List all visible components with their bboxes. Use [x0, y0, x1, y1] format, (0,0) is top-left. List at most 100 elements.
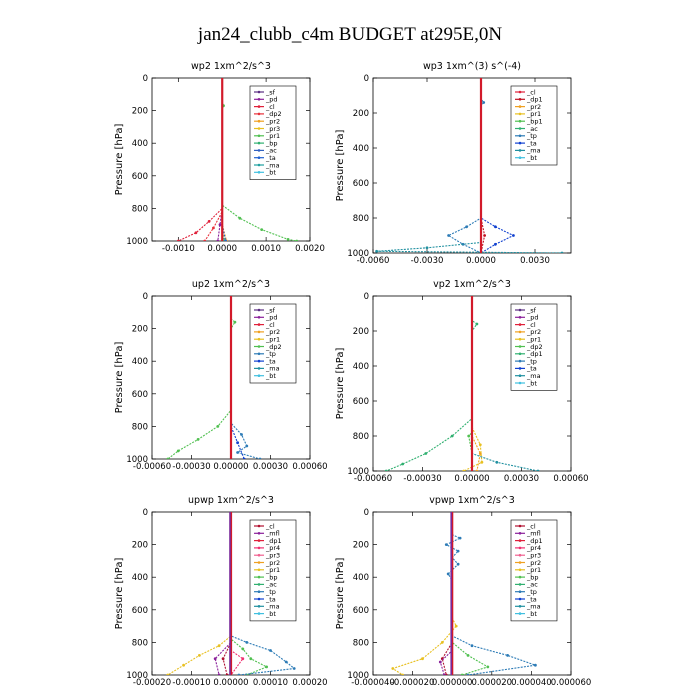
y-tick-label: 0 — [143, 74, 148, 84]
chart-panel-2: up2 1xm^2/s^3 Pressure [hPa] 0 200 400 600 800… — [114, 279, 328, 472]
x-tick-label: -0.00020 — [133, 678, 171, 688]
legend: _cl_dp1_pr2_pr1_bp1_ac_tp_ta_ma_bt — [510, 85, 558, 166]
legend-marker — [257, 374, 261, 378]
legend-label: _bt — [526, 154, 537, 162]
series-group — [391, 512, 537, 675]
legend-label: _pr2 — [265, 328, 280, 336]
series-group — [375, 78, 564, 253]
chart-panel-0: wp2 1xm^2/s^3 Pressure [hPa] 0 200 400 600 800… — [114, 61, 325, 254]
x-tick-label: 0.00000 — [454, 474, 489, 484]
legend-marker — [518, 381, 522, 385]
x-tick-label: 0.000040 — [511, 678, 552, 688]
series-marker-bp — [265, 665, 268, 669]
legend-label: _pr1 — [265, 132, 280, 140]
x-tick-label: -0.00010 — [172, 678, 210, 688]
series-marker-tp — [237, 673, 241, 675]
y-tick-label: 600 — [132, 390, 148, 400]
series-group — [166, 296, 262, 459]
legend-marker — [518, 597, 522, 601]
y-tick-label: 800 — [353, 432, 369, 442]
series-marker-tp — [446, 572, 450, 576]
legend-label: _pr4 — [526, 544, 541, 552]
y-tick-label: 600 — [132, 172, 148, 182]
y-tick-label: 400 — [132, 139, 148, 149]
series-marker-dp2 — [233, 320, 237, 324]
legend-marker — [518, 575, 522, 579]
series-marker-pr4 — [241, 657, 245, 661]
y-tick-label: 1000 — [347, 467, 369, 477]
series-marker-ma — [425, 246, 429, 250]
legend-label: _bt — [526, 610, 537, 618]
series-marker-dp2 — [203, 239, 207, 241]
series-marker-dp2 — [176, 449, 180, 453]
legend-marker — [518, 590, 522, 593]
y-tick-label: 600 — [353, 397, 369, 407]
y-tick-label: 200 — [353, 109, 369, 119]
legend-label: _pd — [526, 314, 539, 322]
x-tick-label: -0.00030 — [172, 462, 210, 472]
series-marker-ta — [242, 457, 246, 459]
series-marker-bp — [486, 665, 490, 669]
series-marker-tp — [470, 644, 474, 648]
series-marker-tp — [245, 641, 249, 644]
legend-marker — [257, 568, 261, 572]
legend-label: _tp — [526, 357, 537, 365]
legend-marker — [257, 141, 261, 145]
legend-marker — [257, 367, 261, 370]
legend-marker — [518, 149, 522, 152]
y-tick-label: 0 — [143, 292, 148, 302]
legend-label: _dp1 — [526, 96, 543, 104]
y-tick-label: 400 — [353, 144, 369, 154]
legend-marker — [257, 590, 261, 593]
series-marker-pr1 — [462, 469, 466, 471]
legend-label: _dp1 — [526, 537, 543, 545]
legend-marker — [257, 352, 261, 356]
legend-label: _ma — [526, 147, 541, 155]
panel-title: wp3 1xm^(3) s^(-4) — [423, 61, 521, 72]
legend-label: _pr2 — [526, 559, 541, 567]
y-axis-label: Pressure [hPa] — [335, 558, 346, 630]
x-tick-label: 0.0000 — [207, 244, 237, 254]
series-marker-mfl — [213, 657, 217, 661]
series-marker-cl — [221, 657, 225, 661]
legend-marker — [518, 546, 522, 550]
series-marker-pr1 — [260, 228, 264, 232]
legend-marker — [518, 539, 522, 542]
x-tick-label: 0.00000 — [213, 462, 248, 472]
legend-marker — [518, 374, 522, 378]
x-tick-label: -0.00030 — [403, 474, 441, 484]
series-group — [384, 296, 540, 471]
series-marker-tp — [466, 673, 470, 675]
legend-label: _cl — [265, 321, 275, 329]
series-marker-tp — [447, 234, 450, 237]
series-marker-pr1 — [217, 644, 221, 648]
x-tick-label: -0.00060 — [354, 474, 392, 484]
legend-marker — [257, 119, 261, 123]
y-tick-label: 200 — [132, 325, 148, 335]
legend-marker — [257, 583, 261, 586]
plot-frame — [151, 77, 311, 242]
legend-marker — [518, 141, 522, 145]
legend-marker — [257, 171, 261, 174]
legend-label: _ta — [265, 357, 276, 365]
legend-label: _bp — [526, 573, 539, 581]
y-axis-label: Pressure [hPa] — [335, 130, 346, 202]
y-tick-label: 0 — [364, 292, 369, 302]
legend-marker — [518, 568, 522, 572]
panel-title: vp2 1xm^2/s^3 — [433, 279, 511, 290]
series-marker-pr1 — [295, 239, 299, 241]
legend-marker — [257, 156, 261, 159]
x-tick-label: -0.000020 — [391, 678, 435, 688]
series-marker-bp — [241, 647, 245, 651]
series-marker-mfl — [442, 673, 446, 675]
series-marker-bp — [249, 657, 253, 661]
series-marker-bp — [466, 654, 470, 657]
legend-marker — [518, 337, 522, 341]
x-tick-label: 0.00060 — [553, 474, 588, 484]
x-tick-label: 0.0010 — [251, 244, 281, 254]
legend-label: _bp — [265, 573, 278, 581]
y-axis-label: Pressure [hPa] — [114, 124, 125, 196]
series-marker-ma — [375, 249, 378, 253]
legend-label: _pr4 — [265, 544, 280, 552]
